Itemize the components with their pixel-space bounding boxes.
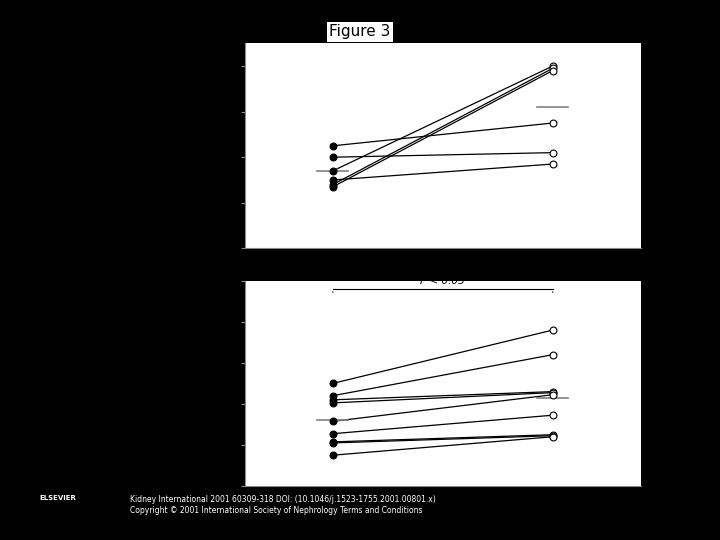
Point [327,392,338,400]
Y-axis label: GFR, mL/min/1.73 m²: GFR, mL/min/1.73 m² [210,90,220,201]
Point [547,430,559,439]
Point [547,411,559,420]
Text: B: B [193,264,203,276]
Point [327,153,338,161]
Point [327,395,338,404]
Point [327,429,338,438]
Point [327,438,338,447]
Point [327,180,338,189]
Point [547,160,559,168]
Point [547,119,559,127]
Text: P < 0.05: P < 0.05 [420,276,465,286]
Point [327,141,338,150]
Y-axis label: ERPF, mL/min/1.73 m²: ERPF, mL/min/1.73 m² [197,326,207,441]
Point [547,431,559,440]
Point [327,451,338,460]
Point [547,350,559,359]
Text: Copyright © 2001 International Society of Nephrology Terms and Conditions: Copyright © 2001 International Society o… [130,506,422,515]
Point [547,66,559,75]
Text: ELSEVIER: ELSEVIER [39,495,76,501]
Point [547,326,559,334]
Point [327,399,338,407]
Text: Kidney International 2001 60309-318 DOI: (10.1046/j.1523-1755.2001.00801.x): Kidney International 2001 60309-318 DOI:… [130,495,436,504]
Point [547,433,559,441]
Point [547,148,559,157]
Text: Figure 3: Figure 3 [329,24,391,39]
Point [327,183,338,191]
Point [547,64,559,72]
Point [547,387,559,396]
Point [327,176,338,184]
Text: A: A [193,26,203,39]
Point [547,388,559,397]
Point [547,390,559,399]
Point [547,62,559,70]
Point [327,166,338,175]
Point [327,437,338,446]
Point [327,379,338,388]
Point [327,417,338,426]
